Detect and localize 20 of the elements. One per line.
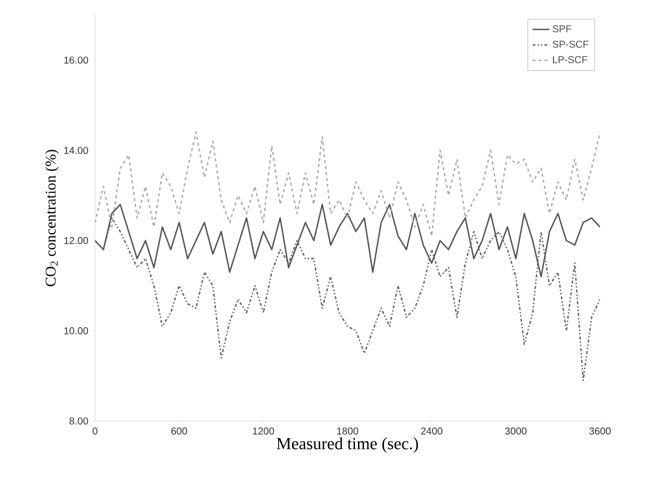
y-tick-label: 14.00: [64, 146, 88, 154]
x-tick-label: 3600: [589, 428, 611, 435]
y-tick-label: 10.00: [64, 327, 88, 334]
x-tick-label: 0: [92, 428, 98, 435]
legend-label: SPF: [552, 25, 572, 32]
x-tick-label: 1800: [337, 428, 358, 435]
y-tick-label: 16.00: [64, 56, 88, 64]
y-tick-label: 8.00: [70, 417, 88, 425]
line-series: [95, 132, 600, 237]
x-tick-label: 3000: [505, 428, 527, 435]
x-tick-label: 1200: [253, 428, 274, 435]
line-series: [95, 204, 600, 278]
x-tick-label: 2400: [421, 428, 442, 435]
legend-label: SP-SCF: [552, 40, 588, 48]
x-axis-title: Measured time (sec.): [276, 437, 418, 453]
x-tick-label: 600: [171, 428, 188, 435]
y-axis-title: CO$_{2}$ concentration (%): [45, 150, 59, 286]
legend-label: LP-SCF: [553, 56, 588, 64]
y-tick-label: 12.00: [64, 237, 88, 244]
line-series: [95, 217, 600, 382]
